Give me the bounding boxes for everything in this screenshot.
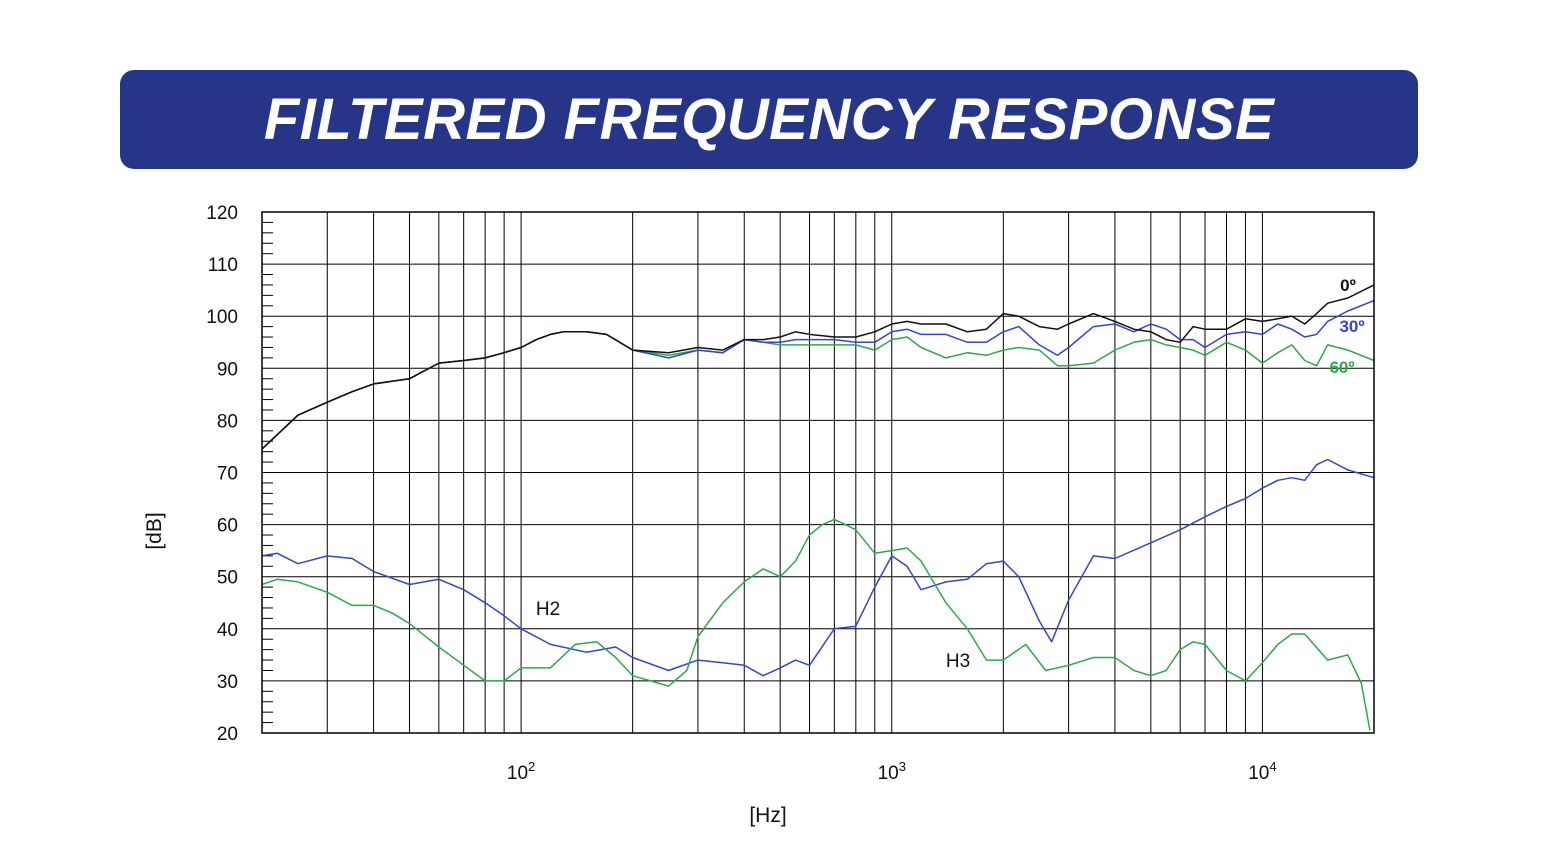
annotation-h3: H3	[946, 651, 970, 672]
series-line-h2	[261, 458, 1375, 677]
title-banner: FILTERED FREQUENCY RESPONSE	[120, 70, 1418, 169]
y-tick-label: 80	[217, 411, 238, 432]
y-tick-label: 40	[217, 620, 238, 641]
y-tick-label: 20	[217, 724, 238, 745]
legend-label-30: 30º	[1339, 317, 1364, 336]
y-tick-label: 50	[217, 568, 238, 589]
annotation-h2: H2	[536, 599, 560, 620]
y-axis-label: [dB]	[143, 512, 166, 549]
labels: 20 30 40 50 60 70 80 90 100 110 120 102 103 104 [Hz] [d…	[143, 203, 1365, 827]
plot-border	[261, 211, 1375, 734]
series-line-60	[261, 331, 1375, 450]
y-tick-label: 30	[217, 672, 238, 693]
y-tick-label: 120	[206, 203, 238, 224]
y-tick-label: 60	[217, 516, 238, 537]
series-line-0	[261, 284, 1375, 450]
y-tick-label: 110	[208, 255, 238, 276]
x-tick-label: 103	[878, 759, 906, 784]
series-line-30	[261, 299, 1375, 450]
x-axis-label: [Hz]	[749, 804, 786, 827]
curves	[261, 284, 1375, 731]
legend-label-0: 0º	[1340, 276, 1356, 295]
page-title: FILTERED FREQUENCY RESPONSE	[263, 87, 1275, 152]
grid	[262, 212, 1374, 733]
y-tick-label: 70	[217, 464, 238, 485]
y-tick-label: 100	[206, 307, 238, 328]
series-line-h3	[261, 518, 1371, 731]
y-tick-label: 90	[217, 359, 238, 380]
legend-label-60: 60º	[1329, 358, 1354, 377]
plot-frame	[261, 211, 1375, 734]
x-tick-label: 104	[1248, 759, 1276, 784]
x-tick-label: 102	[507, 759, 535, 784]
